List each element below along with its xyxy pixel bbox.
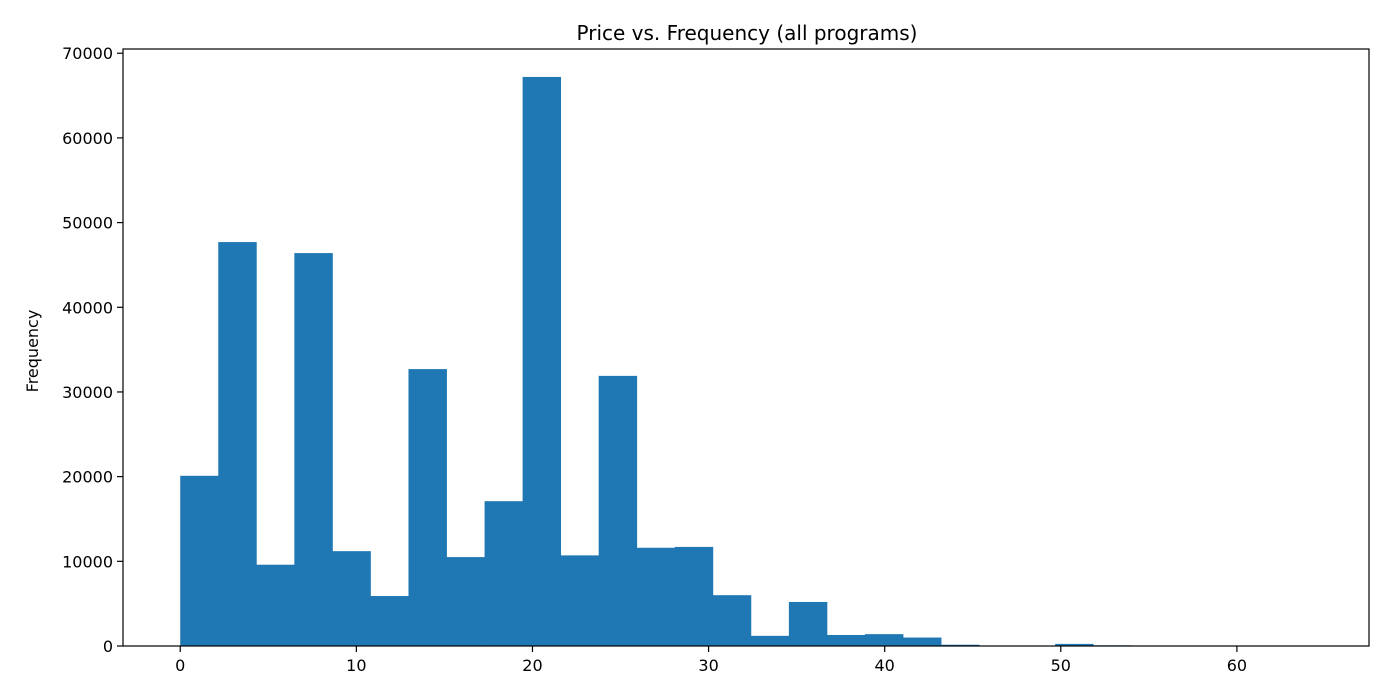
y-tick-label: 0 <box>103 637 113 656</box>
histogram-bar <box>1055 643 1094 646</box>
histogram-bar <box>598 375 638 646</box>
histogram-bar <box>218 242 257 647</box>
x-tick-label: 40 <box>875 656 895 675</box>
bars-group <box>180 76 1322 647</box>
histogram-bar <box>332 551 371 646</box>
histogram-bar <box>484 501 524 646</box>
histogram-bar <box>256 564 295 646</box>
histogram-bar <box>408 369 447 646</box>
y-tick-label: 30000 <box>62 383 113 402</box>
y-ticks-group: 0 10000 20000 30000 40000 50000 60000 70000 <box>62 44 123 656</box>
histogram-bar <box>788 601 828 646</box>
histogram-bar <box>864 634 904 646</box>
y-axis-label: Frequency <box>23 310 42 393</box>
histogram-bar <box>712 595 752 646</box>
histogram-bar <box>903 637 942 646</box>
y-tick-label: 20000 <box>62 468 113 487</box>
y-tick-label: 60000 <box>62 129 113 148</box>
histogram-bar <box>674 546 714 646</box>
x-tick-label: 60 <box>1227 656 1247 675</box>
histogram-bar <box>826 634 866 646</box>
x-tick-label: 10 <box>346 656 366 675</box>
histogram-bar <box>522 76 562 646</box>
x-tick-label: 20 <box>522 656 542 675</box>
histogram-bar <box>636 547 676 646</box>
chart-title: Price vs. Frequency (all programs) <box>577 21 918 45</box>
y-tick-label: 50000 <box>62 214 113 233</box>
y-tick-label: 10000 <box>62 552 113 571</box>
y-tick-label: 70000 <box>62 44 113 63</box>
histogram-bar <box>941 644 980 646</box>
y-tick-label: 40000 <box>62 298 113 317</box>
histogram-bar <box>446 557 485 646</box>
x-tick-label: 50 <box>1051 656 1071 675</box>
histogram-bar <box>370 596 409 646</box>
histogram-bar <box>180 475 219 646</box>
x-tick-label: 0 <box>175 656 185 675</box>
histogram-bar <box>750 635 790 646</box>
x-tick-label: 30 <box>698 656 718 675</box>
histogram-bar <box>560 555 600 646</box>
histogram-bar <box>294 253 333 646</box>
x-ticks-group: 0 10 20 30 40 50 60 <box>175 646 1247 675</box>
axes-frame <box>122 48 1370 647</box>
